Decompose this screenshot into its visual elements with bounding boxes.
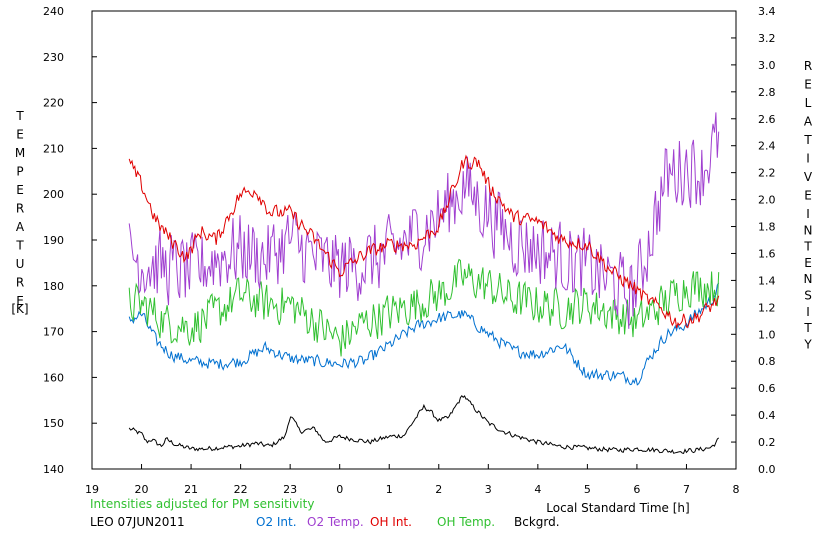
left-tick-label: 200 bbox=[43, 188, 64, 201]
right-label-letter: I bbox=[806, 305, 810, 319]
right-label-letter: T bbox=[803, 133, 812, 147]
x-tick-label: 23 bbox=[283, 483, 297, 496]
x-tick-label: 8 bbox=[733, 483, 740, 496]
right-label-letter: E bbox=[804, 189, 812, 203]
left-tick-label: 240 bbox=[43, 5, 64, 18]
x-tick-label: 5 bbox=[584, 483, 591, 496]
left-axis-ticks: 140 150 160 170 180 190 200 210 220 230 240 bbox=[43, 5, 97, 476]
x-tick-label: 0 bbox=[336, 483, 343, 496]
series-line-oh-int bbox=[128, 154, 720, 329]
legend-entry: O2 Int. bbox=[256, 515, 297, 529]
right-tick-label: 2.2 bbox=[758, 167, 776, 180]
right-label-letter: Y bbox=[803, 337, 812, 351]
right-label-letter: V bbox=[804, 170, 813, 184]
series-line-o2-temp bbox=[128, 112, 720, 329]
x-axis-label: Local Standard Time [h] bbox=[546, 501, 689, 515]
left-tick-label: 210 bbox=[43, 142, 64, 155]
legend-entry: OH Temp. bbox=[437, 515, 495, 529]
left-label-letter: M bbox=[15, 146, 25, 160]
right-tick-label: 1.2 bbox=[758, 301, 776, 314]
left-tick-label: 190 bbox=[43, 234, 64, 247]
sensitivity-note: Intensities adjusted for PM sensitivity bbox=[90, 497, 314, 511]
right-tick-label: 0.2 bbox=[758, 436, 776, 449]
left-tick-label: 230 bbox=[43, 51, 64, 64]
legend-entry: Bckgrd. bbox=[514, 515, 560, 529]
right-label-letter: I bbox=[806, 152, 810, 166]
right-label-letter: N bbox=[804, 272, 813, 286]
right-tick-label: 1.8 bbox=[758, 221, 776, 234]
x-tick-label: 4 bbox=[534, 483, 541, 496]
x-tick-label: 1 bbox=[386, 483, 393, 496]
left-tick-label: 170 bbox=[43, 326, 64, 339]
right-label-letter: E bbox=[804, 78, 812, 92]
left-label-letter: E bbox=[16, 294, 24, 308]
left-label-letter: A bbox=[16, 220, 25, 234]
right-tick-label: 2.8 bbox=[758, 86, 776, 99]
right-label-letter: L bbox=[805, 96, 812, 110]
right-label-letter: R bbox=[804, 59, 812, 73]
left-label-letter: R bbox=[16, 276, 24, 290]
left-tick-label: 220 bbox=[43, 97, 64, 110]
series-line-oh-temp bbox=[128, 258, 720, 357]
right-label-letter: A bbox=[804, 115, 813, 129]
right-tick-label: 0.6 bbox=[758, 382, 776, 395]
left-label-letter: R bbox=[16, 202, 24, 216]
right-tick-label: 0.8 bbox=[758, 355, 776, 368]
right-axis-ticks: 0.0 0.2 0.4 0.6 0.8 1.0 1.2 1.4 1.6 1.8 2.0 2.2 2.4 2… bbox=[731, 5, 776, 476]
left-label-letter: E bbox=[16, 183, 24, 197]
x-tick-label: 3 bbox=[485, 483, 492, 496]
right-tick-label: 2.6 bbox=[758, 113, 776, 126]
left-tick-label: 160 bbox=[43, 371, 64, 384]
right-tick-label: 3.4 bbox=[758, 5, 776, 18]
right-tick-label: 3.2 bbox=[758, 32, 776, 45]
right-tick-label: 3.0 bbox=[758, 59, 776, 72]
series-lines bbox=[128, 112, 720, 454]
left-label-letter: T bbox=[15, 239, 24, 253]
left-axis-unit: [K] bbox=[11, 302, 28, 316]
left-label-letter: P bbox=[16, 165, 23, 179]
right-tick-label: 2.0 bbox=[758, 194, 776, 207]
right-label-letter: E bbox=[804, 256, 812, 270]
right-tick-label: 1.6 bbox=[758, 247, 776, 260]
x-tick-label: 22 bbox=[234, 483, 248, 496]
right-tick-label: 1.0 bbox=[758, 328, 776, 341]
left-tick-label: 150 bbox=[43, 417, 64, 430]
x-tick-label: 20 bbox=[135, 483, 149, 496]
left-label-letter: U bbox=[16, 257, 25, 271]
series-line-o2-int bbox=[128, 282, 720, 386]
x-tick-label: 6 bbox=[633, 483, 640, 496]
right-tick-label: 2.4 bbox=[758, 140, 776, 153]
right-tick-label: 0.4 bbox=[758, 409, 776, 422]
right-tick-label: 0.0 bbox=[758, 463, 776, 476]
x-tick-label: 21 bbox=[184, 483, 198, 496]
right-label-letter: N bbox=[804, 223, 813, 237]
x-tick-label: 19 bbox=[85, 483, 99, 496]
x-tick-label: 7 bbox=[683, 483, 690, 496]
left-label-letter: T bbox=[15, 109, 24, 123]
legend-entry: O2 Temp. bbox=[307, 515, 364, 529]
right-label-letter: I bbox=[806, 207, 810, 221]
left-tick-label: 140 bbox=[43, 463, 64, 476]
right-label-letter: T bbox=[803, 321, 812, 335]
station-label: LEO 07JUN2011 bbox=[90, 515, 185, 529]
right-tick-label: 1.4 bbox=[758, 274, 776, 287]
left-label-letter: E bbox=[16, 128, 24, 142]
right-label-letter: S bbox=[804, 289, 812, 303]
right-label-letter: T bbox=[803, 240, 812, 254]
legend-entry: OH Int. bbox=[370, 515, 412, 529]
left-tick-label: 180 bbox=[43, 280, 64, 293]
series-line-bckgrd bbox=[128, 395, 720, 454]
x-axis-ticks: 19 20 21 22 23 0 1 2 3 4 5 6 7 8 bbox=[85, 464, 740, 496]
x-tick-label: 2 bbox=[435, 483, 442, 496]
legend: O2 Int. O2 Temp. OH Int. OH Temp. Bckgrd. bbox=[256, 515, 560, 529]
